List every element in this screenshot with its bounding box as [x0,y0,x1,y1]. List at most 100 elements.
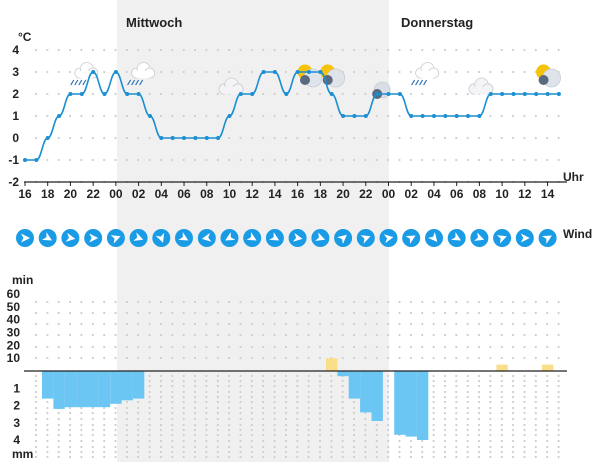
grid-dot [489,455,492,459]
grid-dot [148,379,151,383]
grid-dot [318,114,322,118]
grid-dot [239,411,242,415]
grid-dot [103,114,106,118]
grid-dot [546,356,549,360]
grid-dot [205,423,208,427]
grid-dot [273,390,276,394]
grid-dot [398,445,401,449]
grid-dot [57,322,60,326]
cloud-rain-icon [127,62,156,86]
grid-dot [273,356,276,360]
grid-dot [534,450,537,454]
grid-dot [284,114,287,118]
temperature-point [57,114,62,118]
grid-dot [432,455,435,459]
grid-dot [318,379,322,383]
wind-direction-arrow [269,232,280,241]
grid-dot [421,333,424,337]
temperature-point [534,92,539,96]
wind-direction-arrow [89,233,99,243]
time-tick-label: 02 [132,187,146,201]
grid-dot [353,417,356,421]
grid-dot [228,333,231,337]
grid-dot [205,406,208,410]
grid-dot [455,374,458,378]
grid-dot [284,48,287,52]
grid-dot [171,406,174,410]
temp-y-axis: -2 -1 0 1 2 3 4 [8,43,19,189]
grid-dot [193,423,197,427]
grid-dot [205,374,208,378]
grid-dot [523,433,526,437]
grid-dot [34,384,38,388]
grid-dot [193,333,197,337]
grid-dot [137,136,140,140]
grid-dot [409,311,412,315]
grid-dot [205,395,208,399]
wind-arrow [38,229,57,247]
grid-dot [443,406,447,410]
grid-dot [171,455,174,459]
grid-dot [364,333,367,337]
grid-dot [69,136,72,140]
grid-dot [489,417,492,421]
grid-dot [443,374,447,378]
grid-dot [284,311,287,315]
grid-dot [103,411,106,415]
grid-dot [477,136,481,140]
grid-dot [80,333,83,337]
grid-dot [330,450,333,454]
grid-dot [57,417,60,421]
grid-dot [387,395,390,399]
grid-dot [318,400,322,404]
grid-dot [421,92,424,96]
temperature-point [386,92,391,96]
grid-dot [443,390,447,394]
grid-dot [353,136,356,140]
temperature-point [318,70,323,74]
grid-dot [523,411,526,415]
grid-dot [148,92,151,96]
grid-dot [341,450,344,454]
grid-dot [534,345,537,349]
day-label-wednesday: Mittwoch [126,15,182,30]
precipitation-bar [87,371,99,408]
grid-dot [159,333,163,337]
grid-dot [284,356,287,360]
grid-dot [375,345,378,349]
grid-dot [80,439,83,443]
temperature-point [79,92,84,96]
grid-dot [330,311,333,315]
grid-dot [546,439,549,443]
grid-dot [477,345,481,349]
grid-dot [228,158,231,162]
grid-dot [477,311,481,315]
grid-dot [69,445,72,449]
grid-dot [330,395,333,399]
grid-dot [557,439,560,443]
grid-dot [534,379,537,383]
time-tick-label: 20 [64,187,78,201]
grid-dot [296,395,299,399]
grid-dot [137,114,140,118]
grid-dot [421,311,424,315]
grid-dot [250,374,253,378]
grid-dot [91,333,94,337]
grid-dot [500,406,503,410]
grid-dot [466,395,469,399]
cloud-rain-icon [70,62,99,86]
grid-dot [398,136,401,140]
grid-dot [511,450,515,454]
grid-dot [193,322,197,326]
grid-dot [443,379,447,383]
grid-dot [171,428,174,432]
grid-dot [228,384,231,388]
grid-dot [171,384,174,388]
grid-dot [103,417,106,421]
grid-dot [80,356,83,360]
grid-dot [34,379,38,383]
grid-dot [57,356,60,360]
grid-dot [387,450,390,454]
grid-dot [477,379,481,383]
grid-dot [125,70,128,74]
